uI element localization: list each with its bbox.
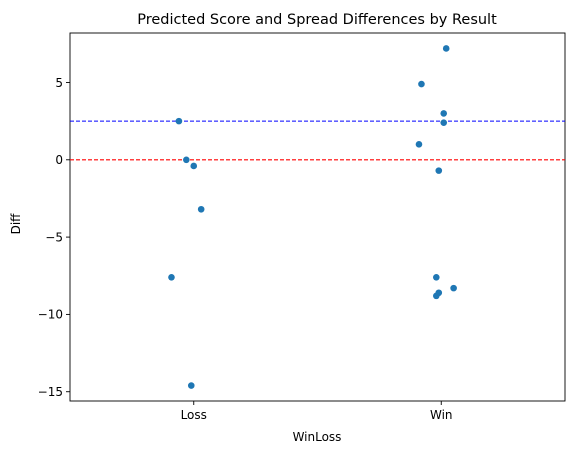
- data-point-7: [418, 80, 425, 88]
- data-point-15: [433, 292, 440, 300]
- chart-title: Predicted Score and Spread Differences b…: [137, 12, 497, 28]
- y-axis: −15 −10 −5 0 5: [38, 76, 70, 399]
- data-point-12: [433, 274, 440, 281]
- data-points: [168, 45, 457, 389]
- data-point-1: [183, 156, 190, 164]
- y-tick-label-4: 5: [55, 76, 63, 90]
- data-point-8: [440, 110, 448, 117]
- plot-frame: [69, 32, 566, 402]
- data-point-14: [450, 284, 457, 292]
- y-axis-label: Diff: [9, 213, 23, 235]
- data-point-10: [415, 141, 423, 148]
- x-tick-label-0: Loss: [181, 408, 207, 422]
- data-point-3: [197, 205, 205, 213]
- data-point-4: [168, 274, 175, 281]
- reference-lines: [70, 120, 565, 161]
- data-point-6: [442, 45, 450, 52]
- y-tick-label-1: −10: [38, 308, 63, 322]
- data-point-2: [190, 162, 198, 170]
- y-tick-label-2: −5: [45, 230, 63, 244]
- data-point-9: [440, 119, 448, 126]
- y-tick-label-0: −15: [38, 385, 63, 399]
- y-tick-label-3: 0: [55, 153, 63, 167]
- plot-area: [69, 32, 566, 402]
- x-axis: Loss Win: [181, 401, 453, 422]
- data-point-0: [175, 117, 183, 125]
- x-tick-label-1: Win: [430, 408, 453, 422]
- data-point-11: [435, 167, 443, 174]
- data-point-5: [187, 382, 195, 389]
- x-axis-label: WinLoss: [293, 430, 342, 444]
